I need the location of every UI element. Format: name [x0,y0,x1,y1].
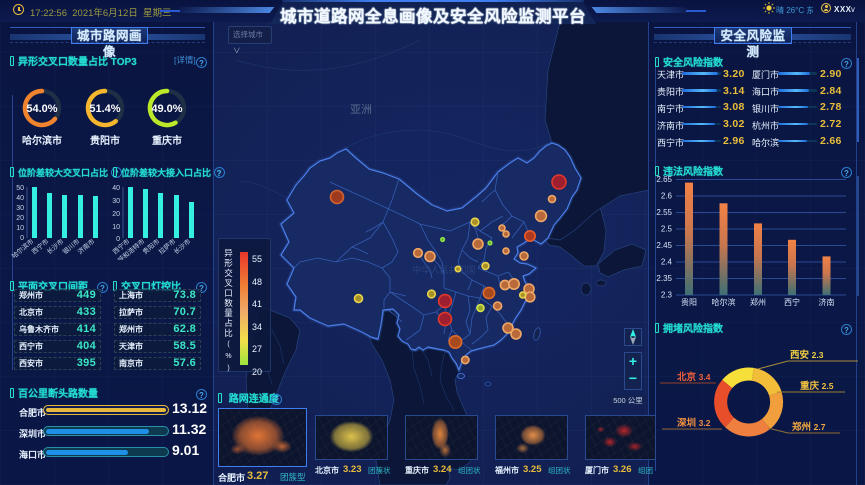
svg-text:50: 50 [16,185,24,192]
svg-text:中华人民共和国: 中华人民共和国 [412,264,475,275]
svg-text:49.0%: 49.0% [151,103,182,115]
svg-text:30: 30 [16,205,24,212]
svg-text:0: 0 [116,236,120,243]
svg-text:深圳 3.2: 深圳 3.2 [677,417,711,429]
svg-text:30: 30 [112,198,120,205]
svg-text:西安 2.3: 西安 2.3 [790,349,824,361]
svg-text:哈尔滨市: 哈尔滨市 [22,134,62,147]
svg-text:长沙市: 长沙市 [45,236,66,256]
svg-text:20: 20 [112,211,120,218]
svg-text:贵阳: 贵阳 [681,297,697,307]
svg-text:20: 20 [16,215,24,222]
svg-text:贵阳市: 贵阳市 [90,134,120,147]
svg-text:郑州: 郑州 [750,297,766,307]
svg-text:51.4%: 51.4% [89,103,120,115]
svg-text:2.6: 2.6 [661,192,673,201]
svg-text:重庆 2.5: 重庆 2.5 [800,380,834,392]
svg-text:亚洲: 亚洲 [350,104,372,116]
svg-text:哈尔滨: 哈尔滨 [712,297,736,307]
svg-text:长沙市: 长沙市 [172,236,193,256]
svg-text:贵阳市: 贵阳市 [141,236,162,256]
svg-text:2.65: 2.65 [656,175,672,184]
svg-text:济南: 济南 [819,297,835,307]
svg-text:北京 3.4: 北京 3.4 [677,371,711,383]
svg-text:40: 40 [112,185,120,192]
svg-text:济南市: 济南市 [76,236,97,256]
svg-text:2.35: 2.35 [656,274,672,283]
svg-text:西宁: 西宁 [784,297,800,307]
svg-text:2.3: 2.3 [661,291,673,300]
svg-text:2.45: 2.45 [656,241,672,250]
svg-text:0: 0 [20,235,24,242]
svg-text:54.0%: 54.0% [26,103,57,115]
svg-text:郑州 2.7: 郑州 2.7 [792,421,826,433]
svg-text:重庆市: 重庆市 [152,134,182,147]
svg-text:2.55: 2.55 [656,208,672,217]
svg-text:2.4: 2.4 [661,258,673,267]
svg-text:40: 40 [16,195,24,202]
svg-text:2.5: 2.5 [661,225,673,234]
svg-text:10: 10 [16,225,24,232]
svg-text:10: 10 [112,224,120,231]
